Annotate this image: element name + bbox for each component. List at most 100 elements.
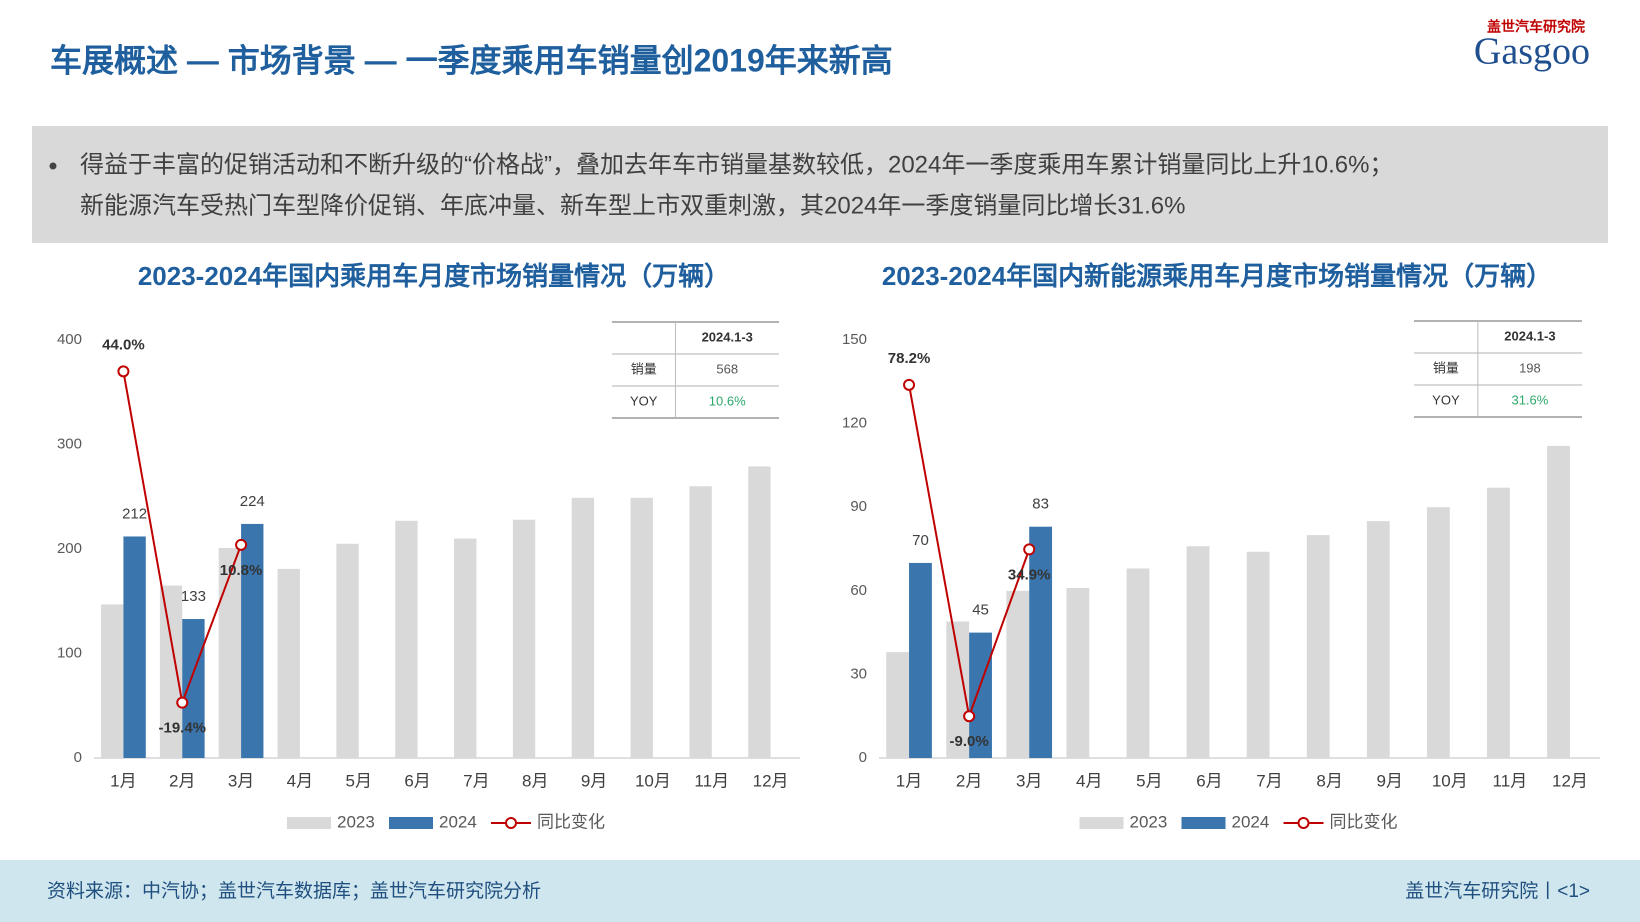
legend-label: 2024 bbox=[439, 812, 477, 831]
y-tick-label: 300 bbox=[57, 435, 82, 452]
x-tick-label: 1月 bbox=[896, 771, 922, 790]
x-tick-label: 2月 bbox=[169, 771, 195, 790]
y-tick-label: 0 bbox=[74, 749, 82, 766]
slide-title: 车展概述 — 市场背景 — 一季度乘用车销量创2019年来新高 bbox=[50, 42, 893, 78]
footer-page: 盖世汽车研究院丨<1> bbox=[1405, 880, 1590, 902]
summary-line: 新能源汽车受热门车型降价促销、年底冲量、新车型上市双重刺激，其2024年一季度销… bbox=[80, 192, 1185, 219]
x-tick-label: 7月 bbox=[1256, 771, 1282, 790]
bar bbox=[1547, 445, 1570, 758]
bar bbox=[748, 466, 771, 758]
table-cell: 198 bbox=[1519, 360, 1541, 375]
summary-line: 得益于丰富的促销活动和不断升级的“价格战”，叠加去年车市销量基数较低，2024年… bbox=[80, 151, 1393, 178]
bar-label: 83 bbox=[1032, 496, 1049, 513]
bullet bbox=[49, 162, 57, 170]
table-row-label: 销量 bbox=[1433, 360, 1459, 375]
x-tick-label: 5月 bbox=[1136, 771, 1162, 790]
x-tick-label: 1月 bbox=[110, 771, 136, 790]
bar-label: 45 bbox=[972, 602, 989, 619]
legend-swatch bbox=[389, 817, 433, 829]
x-tick-label: 12月 bbox=[753, 771, 789, 790]
legend-label: 同比变化 bbox=[1330, 812, 1398, 831]
bar bbox=[1029, 526, 1053, 758]
summary-box bbox=[32, 126, 1608, 243]
bar bbox=[1186, 546, 1210, 758]
bar bbox=[218, 547, 242, 758]
x-tick-label: 10月 bbox=[1432, 771, 1468, 790]
bar-label: 70 bbox=[912, 532, 929, 549]
bar-label: 212 bbox=[122, 505, 147, 522]
x-tick-label: 7月 bbox=[463, 771, 489, 790]
bar bbox=[395, 520, 418, 758]
y-tick-label: 0 bbox=[859, 749, 867, 766]
table-row-label: YOY bbox=[1432, 392, 1460, 407]
yoy-point bbox=[176, 696, 189, 709]
logo-cn: 盖世汽车研究院 bbox=[1487, 19, 1585, 35]
bar bbox=[1126, 568, 1150, 758]
x-tick-label: 11月 bbox=[694, 771, 729, 790]
bar bbox=[1006, 590, 1030, 758]
legend-swatch bbox=[287, 817, 331, 829]
bar bbox=[277, 568, 300, 758]
x-tick-label: 3月 bbox=[228, 771, 254, 790]
yoy-label: 78.2% bbox=[888, 350, 931, 367]
legend-label: 同比变化 bbox=[537, 812, 605, 831]
x-tick-label: 2月 bbox=[956, 771, 982, 790]
bar bbox=[630, 497, 653, 758]
bar bbox=[909, 562, 932, 758]
bar bbox=[512, 519, 536, 758]
table-row-label: YOY bbox=[630, 393, 658, 408]
legend-label: 2023 bbox=[337, 812, 375, 831]
bar bbox=[1487, 487, 1510, 758]
bar bbox=[689, 486, 712, 758]
table-header: 2024.1-3 bbox=[1504, 328, 1555, 343]
bar bbox=[1066, 588, 1090, 758]
yoy-point bbox=[235, 538, 248, 551]
x-tick-label: 6月 bbox=[1196, 771, 1222, 790]
x-tick-label: 10月 bbox=[635, 771, 671, 790]
bar-label: 133 bbox=[181, 588, 206, 605]
logo-en: Gasgoo bbox=[1474, 31, 1590, 73]
bar bbox=[946, 621, 970, 758]
x-tick-label: 4月 bbox=[287, 771, 313, 790]
x-tick-label: 11月 bbox=[1493, 771, 1528, 790]
y-tick-label: 400 bbox=[57, 331, 82, 348]
bar bbox=[1426, 507, 1450, 758]
footer-band bbox=[0, 860, 1640, 922]
legend-marker bbox=[505, 817, 517, 829]
y-tick-label: 30 bbox=[850, 665, 867, 682]
x-tick-label: 5月 bbox=[346, 771, 372, 790]
bar bbox=[241, 523, 264, 758]
yoy-label: 10.8% bbox=[220, 562, 263, 579]
bar bbox=[182, 619, 205, 758]
legend-swatch bbox=[1079, 817, 1124, 829]
x-tick-label: 8月 bbox=[1316, 771, 1342, 790]
bar bbox=[454, 538, 477, 758]
bar bbox=[571, 497, 595, 758]
yoy-point bbox=[117, 365, 130, 378]
y-tick-label: 120 bbox=[842, 415, 867, 432]
legend-label: 2023 bbox=[1130, 812, 1168, 831]
y-tick-label: 200 bbox=[57, 540, 82, 557]
legend-swatch bbox=[1181, 817, 1226, 829]
yoy-label: 34.9% bbox=[1008, 566, 1051, 583]
bar bbox=[1246, 551, 1270, 758]
table-cell: 10.6% bbox=[709, 393, 746, 408]
yoy-label: 44.0% bbox=[102, 336, 145, 353]
x-tick-label: 4月 bbox=[1076, 771, 1102, 790]
x-tick-label: 9月 bbox=[581, 771, 607, 790]
yoy-point bbox=[963, 710, 976, 723]
table-header: 2024.1-3 bbox=[702, 329, 753, 344]
bar bbox=[1306, 535, 1330, 758]
bar bbox=[101, 604, 124, 758]
x-tick-label: 12月 bbox=[1552, 771, 1588, 790]
y-tick-label: 100 bbox=[57, 644, 82, 661]
bar bbox=[886, 652, 910, 758]
x-tick-label: 3月 bbox=[1016, 771, 1042, 790]
bar-label: 224 bbox=[240, 493, 265, 510]
table-cell: 31.6% bbox=[1511, 392, 1548, 407]
yoy-label: -19.4% bbox=[158, 720, 206, 737]
bar bbox=[159, 585, 183, 758]
bar bbox=[123, 536, 146, 758]
y-tick-label: 150 bbox=[842, 331, 867, 348]
